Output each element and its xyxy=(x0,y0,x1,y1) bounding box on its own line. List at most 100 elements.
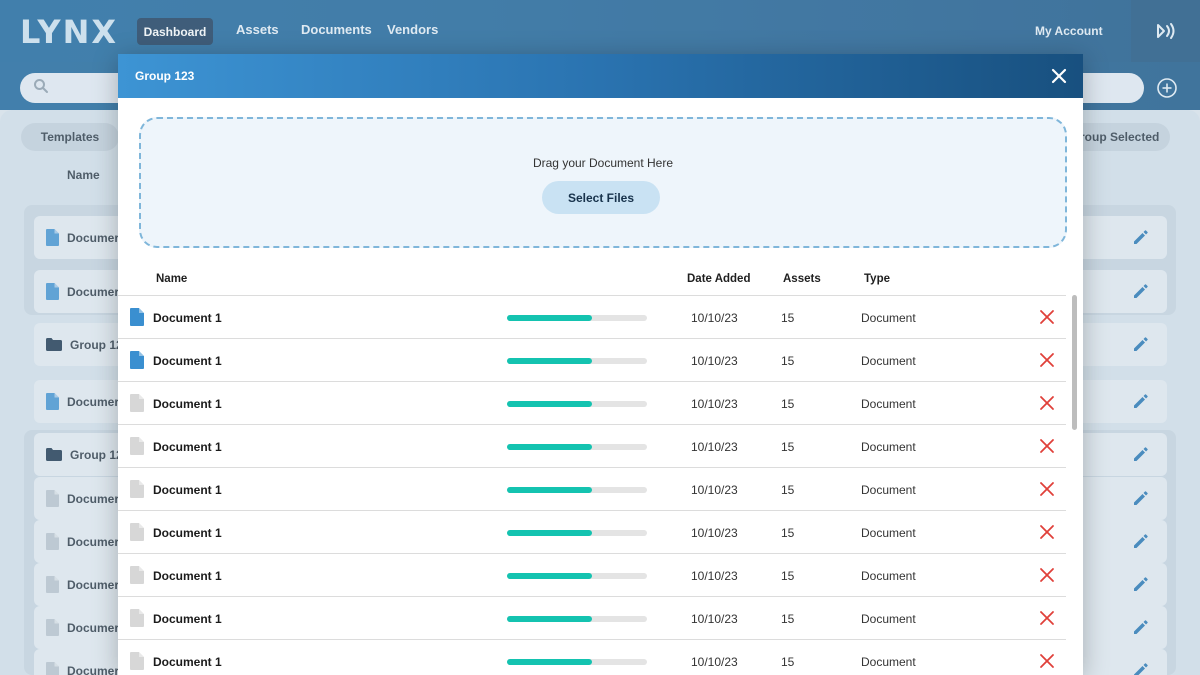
delete-icon[interactable] xyxy=(1039,309,1055,325)
edit-icon[interactable] xyxy=(1131,281,1151,301)
upload-progress-bar xyxy=(507,358,647,364)
add-icon[interactable] xyxy=(1156,77,1178,99)
assets-count: 15 xyxy=(781,526,795,540)
background-item-label: Documer xyxy=(67,394,120,409)
document-icon xyxy=(130,394,144,412)
date-added: 10/10/23 xyxy=(691,397,738,411)
upload-progress-bar xyxy=(507,487,647,493)
upload-progress-bar xyxy=(507,573,647,579)
background-item-label: Documer xyxy=(67,230,120,245)
templates-pill[interactable]: Templates xyxy=(21,123,119,151)
date-added: 10/10/23 xyxy=(691,612,738,626)
delete-icon[interactable] xyxy=(1039,395,1055,411)
scrollbar[interactable] xyxy=(1072,295,1077,430)
upload-progress-fill xyxy=(507,659,593,665)
column-header-assets[interactable]: Assets xyxy=(783,273,821,285)
assets-count: 15 xyxy=(781,440,795,454)
nfc-icon xyxy=(1156,23,1174,39)
document-name: Document 1 xyxy=(153,612,222,626)
date-added: 10/10/23 xyxy=(691,354,738,368)
assets-count: 15 xyxy=(781,311,795,325)
document-name: Document 1 xyxy=(153,569,222,583)
document-type: Document xyxy=(861,354,916,368)
edit-icon[interactable] xyxy=(1131,574,1151,594)
delete-icon[interactable] xyxy=(1039,438,1055,454)
table-row[interactable]: Document 1 10/10/23 15 Document xyxy=(118,424,1066,467)
table-row[interactable]: Document 1 10/10/23 15 Document xyxy=(118,510,1066,553)
document-icon xyxy=(130,566,144,584)
upload-progress-fill xyxy=(507,487,593,493)
document-icon xyxy=(46,662,59,675)
document-icon xyxy=(46,229,59,246)
background-item-label: Documer xyxy=(67,534,120,549)
table-row[interactable]: Document 1 10/10/23 15 Document xyxy=(118,553,1066,596)
background-item-label: Documer xyxy=(67,284,120,299)
logo: LYNX xyxy=(20,13,119,51)
upload-progress-fill xyxy=(507,573,593,579)
background-item-label: Group 12 xyxy=(70,337,123,352)
document-icon xyxy=(130,308,144,326)
edit-icon[interactable] xyxy=(1131,617,1151,637)
delete-icon[interactable] xyxy=(1039,481,1055,497)
table-row[interactable]: Document 1 10/10/23 15 Document xyxy=(118,596,1066,639)
close-icon[interactable] xyxy=(1050,67,1068,85)
table-row[interactable]: Document 1 10/10/23 15 Document xyxy=(118,295,1066,338)
table-row[interactable]: Document 1 10/10/23 15 Document xyxy=(118,381,1066,424)
document-icon xyxy=(46,490,59,507)
edit-icon[interactable] xyxy=(1131,391,1151,411)
document-name: Document 1 xyxy=(153,440,222,454)
modal-title: Group 123 xyxy=(135,69,195,83)
assets-count: 15 xyxy=(781,397,795,411)
modal-header: Group 123 xyxy=(118,54,1083,98)
folder-icon xyxy=(46,448,62,461)
edit-icon[interactable] xyxy=(1131,334,1151,354)
document-name: Document 1 xyxy=(153,655,222,669)
table-row[interactable]: Document 1 10/10/23 15 Document xyxy=(118,467,1066,510)
edit-icon[interactable] xyxy=(1131,488,1151,508)
delete-icon[interactable] xyxy=(1039,610,1055,626)
edit-icon[interactable] xyxy=(1131,444,1151,464)
upload-progress-bar xyxy=(507,444,647,450)
background-item-label: Group 12 xyxy=(70,447,123,462)
document-type: Document xyxy=(861,397,916,411)
upload-progress-fill xyxy=(507,444,593,450)
nav-dashboard[interactable]: Dashboard xyxy=(137,18,213,45)
dropzone-text: Drag your Document Here xyxy=(532,156,674,170)
nav-assets[interactable]: Assets xyxy=(236,22,279,37)
edit-icon[interactable] xyxy=(1131,531,1151,551)
edit-icon[interactable] xyxy=(1131,227,1151,247)
date-added: 10/10/23 xyxy=(691,483,738,497)
column-header-date[interactable]: Date Added xyxy=(687,273,751,285)
date-added: 10/10/23 xyxy=(691,311,738,325)
nav-vendors[interactable]: Vendors xyxy=(387,22,439,37)
file-dropzone[interactable]: Drag your Document Here Select Files xyxy=(139,117,1067,248)
nav-documents[interactable]: Documents xyxy=(301,22,372,37)
upload-progress-fill xyxy=(507,315,593,321)
document-icon xyxy=(130,652,144,670)
date-added: 10/10/23 xyxy=(691,569,738,583)
delete-icon[interactable] xyxy=(1039,524,1055,540)
delete-icon[interactable] xyxy=(1039,653,1055,669)
document-type: Document xyxy=(861,655,916,669)
folder-icon xyxy=(46,338,62,351)
nfc-button[interactable] xyxy=(1131,0,1200,62)
table-row[interactable]: Document 1 10/10/23 15 Document xyxy=(118,639,1066,675)
assets-count: 15 xyxy=(781,612,795,626)
background-item-label: Documer xyxy=(67,491,120,506)
table-row[interactable]: Document 1 10/10/23 15 Document xyxy=(118,338,1066,381)
column-header-name: Name xyxy=(67,168,100,182)
document-type: Document xyxy=(861,569,916,583)
edit-icon[interactable] xyxy=(1131,660,1151,675)
delete-icon[interactable] xyxy=(1039,352,1055,368)
document-name: Document 1 xyxy=(153,397,222,411)
column-header-type[interactable]: Type xyxy=(864,273,890,285)
select-files-button[interactable]: Select Files xyxy=(542,181,660,214)
delete-icon[interactable] xyxy=(1039,567,1055,583)
my-account-link[interactable]: My Account xyxy=(1035,24,1103,38)
column-header-name[interactable]: Name xyxy=(156,273,188,285)
document-type: Document xyxy=(861,311,916,325)
document-type: Document xyxy=(861,526,916,540)
document-name: Document 1 xyxy=(153,354,222,368)
upload-progress-bar xyxy=(507,401,647,407)
document-icon xyxy=(46,393,59,410)
